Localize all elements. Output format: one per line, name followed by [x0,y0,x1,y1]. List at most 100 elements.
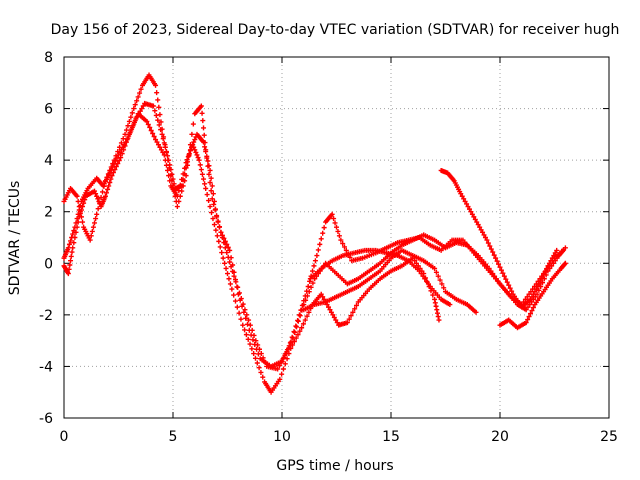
y-tick-label: -6 [39,411,53,427]
data-point [549,255,555,261]
data-point [297,328,303,334]
data-point [206,163,212,169]
data-point [154,90,160,96]
y-tick-label: -4 [39,359,53,375]
data-point [214,214,220,220]
data-point [246,317,252,323]
data-point [77,210,83,216]
data-point [207,179,213,185]
data-point [184,157,190,163]
data-point [169,171,175,177]
data-point [128,114,134,120]
data-point [315,247,321,253]
data-point [310,268,316,274]
data-point [247,341,253,347]
data-point [219,235,225,240]
data-point [412,258,418,264]
data-point [471,214,477,220]
y-tick-label: 0 [44,256,53,272]
data-point [191,144,197,150]
data-point [174,193,180,199]
data-point [289,334,295,340]
data-point [490,249,496,255]
data-point [338,237,344,243]
data-point [548,258,554,264]
data-point [533,286,539,292]
data-point [203,149,209,155]
data-point [327,307,333,313]
data-point [206,198,212,204]
data-point [217,244,223,250]
data-point [522,296,528,302]
data-point [562,260,568,266]
series-trace-2 [61,100,566,372]
data-point [224,250,230,256]
data-point [551,253,557,259]
data-point [469,211,475,217]
data-point [116,152,121,158]
data-point [244,321,250,327]
axis-ticks: 0 5 10 15 20 25 -6 -4 -2 0 2 4 6 8 [39,50,618,445]
data-point [123,127,129,133]
series-trace-6 [438,167,560,310]
data-point [293,323,299,329]
data-point [260,355,266,361]
data-point [528,311,534,317]
data-point [506,282,512,288]
data-point [275,366,281,372]
data-point [105,186,111,192]
data-point [189,131,195,137]
data-point [104,190,110,196]
data-point [125,135,131,141]
y-axis-title: SDTVAR / TECUs [7,181,23,296]
data-point [301,298,307,304]
data-point [252,355,258,361]
x-tick-label: 0 [60,429,69,445]
data-point [167,178,173,184]
data-point [249,346,255,352]
data-point [434,307,440,313]
data-point [353,302,359,308]
data-point [137,108,143,114]
data-point [235,284,241,290]
data-point [138,86,144,92]
data-point [525,317,531,323]
data-point [217,224,223,230]
data-point [70,231,76,237]
data-point [320,230,326,236]
y-tick-label: 8 [44,50,53,66]
data-point [129,110,135,116]
data-point [80,219,86,225]
data-point [209,183,215,189]
data-point [465,204,471,210]
data-point [415,263,421,269]
data-point [538,278,544,284]
data-point [201,176,207,182]
data-point [474,219,480,225]
series-trace-7 [497,260,568,331]
data-point [211,222,217,228]
data-point [151,134,157,140]
data-point [314,253,320,259]
data-point [539,275,545,281]
data-point [216,238,222,244]
data-point [544,266,550,272]
data-point [242,327,248,333]
data-point [65,271,71,277]
data-point [417,265,423,271]
data-point [94,193,100,199]
data-point [295,317,301,323]
data-point [447,302,453,308]
data-point [166,173,172,179]
data-point [321,225,327,231]
data-point [168,167,174,173]
data-point [523,320,529,326]
data-point [213,206,219,212]
data-point [68,258,74,264]
data-point [205,158,211,164]
data-point [134,114,140,120]
data-point [220,255,226,261]
data-point [213,227,219,233]
